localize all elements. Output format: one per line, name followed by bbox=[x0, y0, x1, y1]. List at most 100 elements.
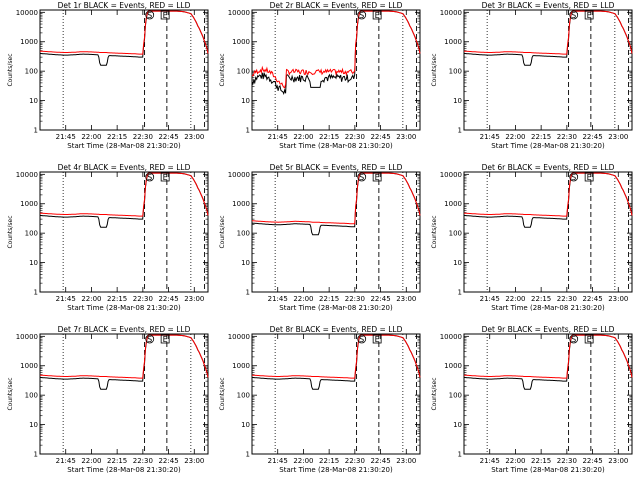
x-axis-label: Start Time (28-Mar-08 21:30:20) bbox=[279, 142, 393, 150]
y-tick-label: 10 bbox=[29, 97, 38, 105]
event-marker-label: S bbox=[571, 173, 576, 182]
plot-frame bbox=[251, 9, 421, 131]
panel-title: Det 3r BLACK = Events, RED = LLD bbox=[482, 1, 615, 10]
y-axis-label: Counts/sec bbox=[431, 215, 438, 248]
end-marker-box bbox=[584, 10, 594, 20]
events-series-line bbox=[464, 334, 633, 390]
y-tick-label: 100 bbox=[237, 392, 250, 400]
event-marker-label: S bbox=[359, 11, 364, 20]
y-tick-label: 1000 bbox=[232, 38, 250, 46]
x-tick-label: 21:45 bbox=[56, 295, 76, 303]
lld-series-line bbox=[39, 10, 209, 55]
y-axis-label: Counts/sec bbox=[7, 377, 14, 410]
x-tick-label: 22:15 bbox=[107, 457, 127, 465]
plot-frame bbox=[463, 9, 633, 131]
x-tick-label: 22:45 bbox=[370, 295, 390, 303]
y-tick-label: 1000 bbox=[444, 38, 462, 46]
x-tick-label: 23:00 bbox=[608, 133, 628, 141]
x-tick-label: 22:30 bbox=[133, 133, 153, 141]
event-marker-label: S bbox=[147, 335, 152, 344]
x-tick-label: 23:00 bbox=[608, 457, 628, 465]
start-marker-circle bbox=[569, 10, 579, 20]
lld-series-line bbox=[251, 10, 421, 89]
detector-panel: Det 8r BLACK = Events, RED = LLD Counts/s… bbox=[219, 325, 421, 474]
detector-panel: Det 2r BLACK = Events, RED = LLD Counts/s… bbox=[219, 1, 421, 150]
x-tick-label: 22:00 bbox=[505, 457, 525, 465]
y-tick-label: 1 bbox=[246, 127, 250, 135]
panel-title: Det 6r BLACK = Events, RED = LLD bbox=[482, 163, 615, 172]
x-tick-label: 22:30 bbox=[345, 457, 365, 465]
y-tick-label: 100 bbox=[449, 230, 462, 238]
x-tick-label: 22:30 bbox=[133, 457, 153, 465]
y-tick-label: 1 bbox=[246, 451, 250, 459]
start-marker-circle bbox=[569, 172, 579, 182]
x-tick-label: 22:00 bbox=[293, 133, 313, 141]
x-axis-label: Start Time (28-Mar-08 21:30:20) bbox=[491, 142, 605, 150]
y-tick-label: 10000 bbox=[440, 9, 462, 17]
x-tick-label: 22:30 bbox=[133, 295, 153, 303]
y-axis-label: Counts/sec bbox=[219, 377, 226, 410]
x-tick-label: 22:45 bbox=[370, 133, 390, 141]
y-tick-label: 10 bbox=[241, 97, 250, 105]
y-tick-label: 10 bbox=[29, 259, 38, 267]
events-series-line bbox=[40, 334, 209, 390]
events-series-line bbox=[464, 172, 633, 228]
x-tick-label: 22:00 bbox=[81, 295, 101, 303]
x-tick-label: 22:15 bbox=[107, 295, 127, 303]
x-tick-label: 22:00 bbox=[505, 133, 525, 141]
y-tick-label: 10 bbox=[241, 421, 250, 429]
detector-panel: Det 5r BLACK = Events, RED = LLD Counts/s… bbox=[219, 163, 421, 312]
y-axis-label: Counts/sec bbox=[7, 53, 14, 86]
start-marker-circle bbox=[357, 334, 367, 344]
lld-series-line bbox=[463, 172, 633, 217]
event-marker-label: E bbox=[587, 11, 592, 20]
start-marker-circle bbox=[145, 334, 155, 344]
x-tick-label: 22:15 bbox=[531, 133, 551, 141]
event-marker-label: S bbox=[571, 335, 576, 344]
end-marker-box bbox=[160, 172, 170, 182]
x-tick-label: 22:45 bbox=[158, 295, 178, 303]
event-marker-label: E bbox=[587, 173, 592, 182]
lld-series-line bbox=[463, 10, 633, 55]
events-series-line bbox=[40, 172, 209, 228]
plot-frame bbox=[251, 333, 421, 455]
x-tick-label: 23:00 bbox=[608, 295, 628, 303]
start-marker-circle bbox=[569, 334, 579, 344]
x-tick-label: 22:00 bbox=[293, 457, 313, 465]
y-tick-label: 10000 bbox=[440, 333, 462, 341]
y-tick-label: 10000 bbox=[228, 333, 250, 341]
x-tick-label: 21:45 bbox=[480, 133, 500, 141]
x-tick-label: 22:45 bbox=[582, 133, 602, 141]
end-marker-box bbox=[372, 334, 382, 344]
detector-panel: Det 7r BLACK = Events, RED = LLD Counts/s… bbox=[7, 325, 209, 474]
y-tick-label: 10000 bbox=[16, 171, 38, 179]
y-tick-label: 1 bbox=[34, 289, 38, 297]
x-axis-label: Start Time (28-Mar-08 21:30:20) bbox=[279, 466, 393, 474]
event-marker-label: S bbox=[359, 335, 364, 344]
y-tick-label: 10000 bbox=[228, 171, 250, 179]
y-tick-label: 100 bbox=[25, 230, 38, 238]
y-tick-label: 1000 bbox=[20, 200, 38, 208]
event-marker-label: E bbox=[587, 335, 592, 344]
y-tick-label: 1000 bbox=[20, 38, 38, 46]
x-tick-label: 21:45 bbox=[480, 295, 500, 303]
x-tick-label: 22:15 bbox=[319, 133, 339, 141]
x-axis-label: Start Time (28-Mar-08 21:30:20) bbox=[491, 304, 605, 312]
plot-frame bbox=[39, 171, 209, 293]
x-tick-label: 22:45 bbox=[582, 295, 602, 303]
x-tick-label: 21:45 bbox=[268, 295, 288, 303]
x-tick-label: 22:00 bbox=[81, 133, 101, 141]
plot-frame bbox=[39, 333, 209, 455]
x-tick-label: 22:15 bbox=[531, 457, 551, 465]
panel-title: Det 5r BLACK = Events, RED = LLD bbox=[270, 163, 403, 172]
panel-title: Det 8r BLACK = Events, RED = LLD bbox=[270, 325, 403, 334]
y-tick-label: 10 bbox=[453, 97, 462, 105]
lld-series-line bbox=[252, 172, 421, 225]
end-marker-box bbox=[584, 334, 594, 344]
end-marker-box bbox=[160, 334, 170, 344]
x-tick-label: 23:00 bbox=[184, 295, 204, 303]
end-marker-box bbox=[160, 10, 170, 20]
y-tick-label: 1 bbox=[246, 289, 250, 297]
x-axis-label: Start Time (28-Mar-08 21:30:20) bbox=[67, 304, 181, 312]
